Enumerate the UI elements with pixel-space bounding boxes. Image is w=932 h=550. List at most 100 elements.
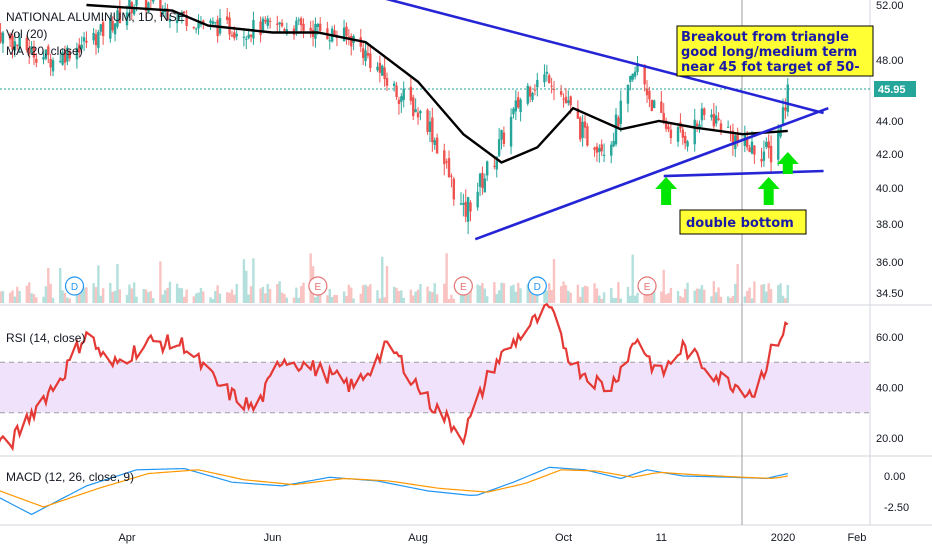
volume-bar (330, 296, 334, 303)
candle-body (548, 75, 551, 84)
volume-bar (130, 288, 133, 303)
candle-body (247, 34, 250, 39)
candle-body (97, 31, 100, 48)
candle-body (478, 173, 482, 187)
candle-body (228, 17, 231, 35)
volume-bar (333, 294, 336, 303)
candle-body (78, 44, 81, 53)
candle-body (645, 88, 649, 96)
candle-body (452, 178, 456, 200)
candle-body (242, 36, 246, 38)
event-marker (453, 276, 473, 296)
volume-bar (629, 295, 632, 303)
volume-bar (414, 291, 417, 303)
volume-bar (626, 287, 630, 303)
candle-body (51, 60, 55, 72)
candle-body (435, 137, 439, 154)
candle-body (617, 117, 620, 127)
volume-bar (378, 298, 382, 303)
candle-body (383, 67, 386, 80)
candle-body (118, 8, 122, 24)
candle-body (63, 49, 67, 63)
volume-bar (66, 297, 69, 303)
volume-bar (75, 289, 79, 303)
volume-bar (695, 288, 699, 303)
volume-bar (715, 292, 718, 303)
volume-bar (416, 289, 420, 303)
price-candles (0, 0, 789, 235)
volume-bar (35, 297, 38, 303)
rsi-panel (0, 302, 870, 452)
candle-body (216, 19, 219, 37)
macd-label: MACD (12, 26, close, 9) (6, 470, 134, 484)
volume-bar (466, 294, 470, 303)
volume-bar (712, 281, 716, 303)
volume-bar (183, 296, 186, 303)
candle-body (419, 110, 422, 114)
candle-body (629, 75, 632, 82)
candle-body (211, 21, 215, 25)
candle-body (686, 141, 689, 147)
candle-body (595, 146, 599, 153)
breakout-note: Breakout from triangle good long/medium … (676, 25, 874, 77)
volume-bar (481, 282, 484, 303)
volume-bar (352, 298, 355, 303)
volume-bar (135, 296, 138, 303)
volume-bar (113, 290, 117, 303)
last-price-value: 45.95 (878, 84, 906, 96)
volume-label: Vol (20) (6, 27, 47, 41)
volume-bar (445, 253, 448, 303)
breakout-line-3: near 45 fot target of 50- (681, 60, 860, 75)
trendline-double-bottom-support (663, 169, 824, 178)
candle-body (483, 178, 487, 193)
volume-bar (662, 269, 665, 303)
volume-bar (753, 281, 756, 303)
candle-body (99, 24, 102, 32)
volume-bar (152, 298, 155, 303)
volume-bar (717, 287, 720, 303)
volume-bar (61, 290, 64, 303)
volume-bar (545, 290, 549, 303)
volume-bar (27, 282, 31, 303)
candle-body (175, 20, 179, 24)
volume-bar (42, 296, 45, 303)
candle-body (669, 129, 673, 139)
candle-body (27, 47, 31, 55)
rsi-label: RSI (14, close) (6, 331, 85, 345)
candle-body (750, 141, 754, 154)
candle-body (116, 10, 119, 27)
macd-panel (0, 466, 788, 516)
volume-bar (703, 289, 706, 303)
volume-bar (493, 282, 496, 303)
candle-body (531, 92, 534, 100)
candle-body (450, 175, 453, 177)
candle-body (703, 108, 706, 116)
volume-bar (292, 297, 296, 303)
arrow-up-icon (776, 152, 799, 174)
candle-body (364, 50, 367, 62)
candle-body (0, 32, 2, 42)
volume-bar (734, 283, 737, 303)
candle-body (280, 22, 284, 27)
volume-bar (779, 283, 782, 303)
volume-bar (259, 288, 262, 303)
price-tick: 38.00 (876, 219, 904, 231)
volume-bar (32, 294, 36, 303)
candle-body (433, 140, 436, 145)
candle-body (249, 34, 253, 37)
volume-bar (509, 285, 513, 303)
volume-bar (147, 292, 150, 303)
volume-bar (598, 295, 601, 303)
volume-bar (433, 283, 436, 303)
volume-bar (280, 292, 284, 303)
candle-body (426, 109, 429, 132)
volume-bar (369, 284, 372, 303)
candle-body (719, 123, 723, 133)
rsi-band (0, 362, 870, 413)
volume-bar (450, 294, 453, 303)
candle-body (378, 62, 382, 73)
volume-bar (63, 292, 67, 303)
candle-body (726, 126, 730, 128)
candle-body (266, 18, 269, 26)
